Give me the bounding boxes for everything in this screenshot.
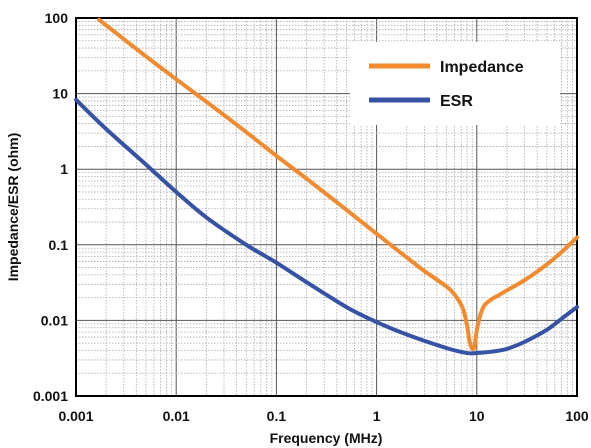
x-tick-label: 0.001 (58, 408, 93, 424)
x-tick-label: 100 (565, 408, 589, 424)
y-tick-label: 10 (52, 86, 68, 102)
legend: Impedance ESR (350, 42, 560, 125)
y-tick-label: 0.1 (49, 237, 69, 253)
y-tick-label: 100 (45, 10, 69, 26)
legend-label-esr: ESR (440, 93, 473, 110)
x-axis-title: Frequency (MHz) (270, 430, 383, 446)
y-tick-label: 0.001 (33, 388, 68, 404)
y-tick-labels: 100 10 1 0.1 0.01 0.001 (33, 10, 68, 404)
x-tick-label: 0.01 (163, 408, 190, 424)
y-axis-title: Impedance/ESR (ohm) (5, 133, 21, 282)
y-tick-label: 1 (60, 161, 68, 177)
legend-box (350, 42, 560, 125)
legend-label-impedance: Impedance (440, 59, 524, 76)
x-tick-label: 10 (469, 408, 485, 424)
x-tick-label: 0.1 (267, 408, 287, 424)
y-tick-label: 0.01 (41, 312, 68, 328)
x-tick-label: 1 (373, 408, 381, 424)
x-tick-labels: 0.001 0.01 0.1 1 10 100 (58, 408, 588, 424)
